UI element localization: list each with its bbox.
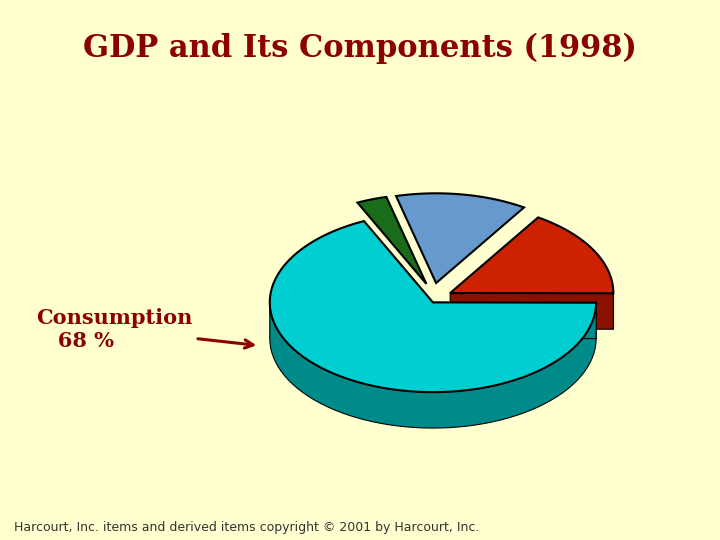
Polygon shape [270, 221, 596, 392]
Polygon shape [357, 197, 426, 284]
Polygon shape [433, 302, 596, 339]
Polygon shape [270, 302, 596, 428]
Polygon shape [450, 293, 613, 329]
Text: Consumption
   68 %: Consumption 68 % [36, 308, 253, 351]
Text: Harcourt, Inc. items and derived items copyright © 2001 by Harcourt, Inc.: Harcourt, Inc. items and derived items c… [14, 521, 480, 534]
Polygon shape [450, 218, 613, 293]
Polygon shape [396, 193, 524, 283]
Text: GDP and Its Components (1998): GDP and Its Components (1998) [83, 32, 637, 64]
